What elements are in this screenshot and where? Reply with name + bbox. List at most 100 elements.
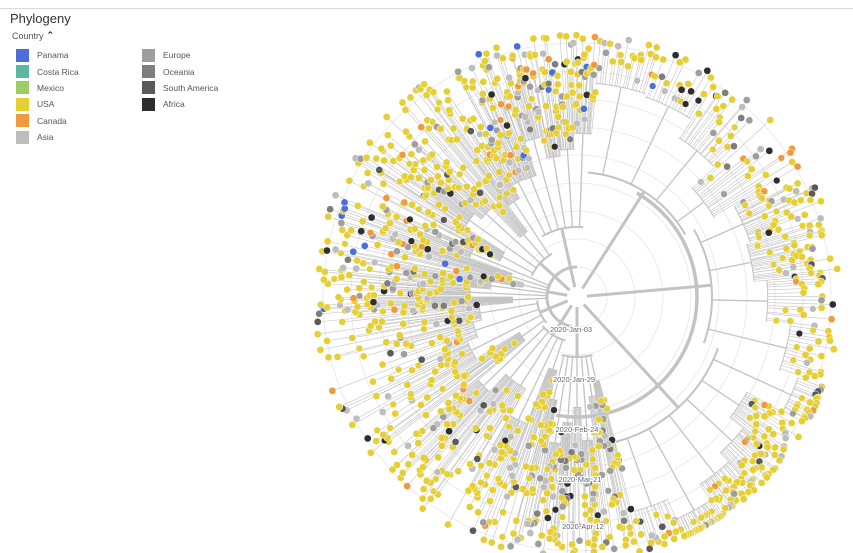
tip-node[interactable] <box>338 226 347 234</box>
tip-node[interactable] <box>794 368 802 376</box>
tip-node[interactable] <box>580 104 588 113</box>
tip-node[interactable] <box>366 265 374 273</box>
tip-node[interactable] <box>407 150 416 159</box>
tip-node[interactable] <box>415 173 423 182</box>
tip-node[interactable] <box>440 216 448 224</box>
tip-node[interactable] <box>595 415 603 424</box>
tip-node[interactable] <box>775 456 784 465</box>
tip-node[interactable] <box>345 176 354 185</box>
tip-node[interactable] <box>637 530 645 539</box>
tip-node[interactable] <box>777 154 785 162</box>
tip-node[interactable] <box>556 477 565 486</box>
tip-node[interactable] <box>659 55 668 64</box>
tip-node[interactable] <box>808 189 816 198</box>
tip-node[interactable] <box>455 275 464 283</box>
tip-node[interactable] <box>369 298 378 306</box>
tip-node[interactable] <box>808 244 817 253</box>
tip-node[interactable] <box>337 249 345 257</box>
legend-item[interactable]: Oceania <box>142 63 218 79</box>
tip-node[interactable] <box>344 255 352 264</box>
tip-node[interactable] <box>494 272 502 281</box>
tip-node[interactable] <box>423 393 432 402</box>
tip-node[interactable] <box>586 403 594 411</box>
tip-node[interactable] <box>652 511 660 519</box>
tip-node[interactable] <box>355 344 364 353</box>
tip-node[interactable] <box>502 386 511 394</box>
tip-node[interactable] <box>542 507 551 516</box>
tip-node[interactable] <box>424 124 433 133</box>
tip-node[interactable] <box>465 503 474 511</box>
tip-node[interactable] <box>313 330 322 339</box>
tip-node[interactable] <box>316 346 325 354</box>
tip-node[interactable] <box>624 36 633 44</box>
tip-node[interactable] <box>505 73 514 82</box>
tip-node[interactable] <box>387 299 395 308</box>
tip-node[interactable] <box>477 461 485 470</box>
tip-node[interactable] <box>539 483 548 492</box>
tip-node[interactable] <box>478 354 487 363</box>
tip-node[interactable] <box>539 549 547 553</box>
tip-node[interactable] <box>637 56 646 64</box>
tip-node[interactable] <box>510 339 519 347</box>
tip-node[interactable] <box>370 291 378 300</box>
tip-node[interactable] <box>451 438 460 446</box>
tip-node[interactable] <box>546 528 555 536</box>
tip-node[interactable] <box>480 535 488 544</box>
legend-item[interactable]: Canada <box>16 113 79 129</box>
tip-node[interactable] <box>337 273 346 281</box>
tip-node[interactable] <box>445 427 453 436</box>
tip-node[interactable] <box>452 391 460 400</box>
tip-node[interactable] <box>496 441 505 449</box>
tip-node[interactable] <box>382 113 391 121</box>
tip-node[interactable] <box>760 432 769 441</box>
tip-node[interactable] <box>597 397 606 405</box>
tip-node[interactable] <box>499 208 507 216</box>
tip-node[interactable] <box>419 280 427 288</box>
tip-node[interactable] <box>498 401 507 410</box>
tip-node[interactable] <box>430 189 438 197</box>
tip-node[interactable] <box>763 443 772 452</box>
tip-node[interactable] <box>567 81 576 89</box>
tip-node[interactable] <box>777 407 786 416</box>
tip-node[interactable] <box>442 158 451 167</box>
tip-node[interactable] <box>797 196 805 204</box>
tip-node[interactable] <box>552 87 560 96</box>
tip-node[interactable] <box>544 79 553 88</box>
tip-node[interactable] <box>387 374 396 383</box>
tip-node[interactable] <box>425 252 433 261</box>
tip-node[interactable] <box>572 100 580 108</box>
tip-node[interactable] <box>363 434 372 443</box>
tip-node[interactable] <box>778 254 787 262</box>
tip-node[interactable] <box>737 114 746 122</box>
tip-node[interactable] <box>681 55 690 64</box>
tip-node[interactable] <box>364 179 373 188</box>
tip-node[interactable] <box>810 372 819 380</box>
tip-node[interactable] <box>395 331 404 340</box>
tip-node[interactable] <box>422 477 431 485</box>
tip-node[interactable] <box>445 167 454 176</box>
tip-node[interactable] <box>817 197 825 206</box>
tip-node[interactable] <box>403 380 412 389</box>
tip-node[interactable] <box>575 536 584 545</box>
tip-node[interactable] <box>799 311 808 319</box>
tip-node[interactable] <box>459 163 467 172</box>
tip-node[interactable] <box>330 275 338 283</box>
tip-node[interactable] <box>775 266 783 274</box>
tip-node[interactable] <box>522 146 530 155</box>
tip-node[interactable] <box>479 401 488 410</box>
tip-node[interactable] <box>662 79 671 88</box>
tip-node[interactable] <box>415 205 423 213</box>
tip-node[interactable] <box>769 260 778 269</box>
tip-node[interactable] <box>412 429 421 438</box>
tip-node[interactable] <box>338 318 347 326</box>
tip-node[interactable] <box>529 433 538 442</box>
tip-node[interactable] <box>471 424 480 432</box>
tip-node[interactable] <box>771 443 779 452</box>
tip-node[interactable] <box>509 186 518 194</box>
tip-node[interactable] <box>315 309 323 318</box>
tip-node[interactable] <box>383 131 392 139</box>
tip-node[interactable] <box>383 279 392 288</box>
tip-node[interactable] <box>426 495 435 503</box>
tip-node[interactable] <box>807 269 815 277</box>
tip-node[interactable] <box>472 301 481 309</box>
